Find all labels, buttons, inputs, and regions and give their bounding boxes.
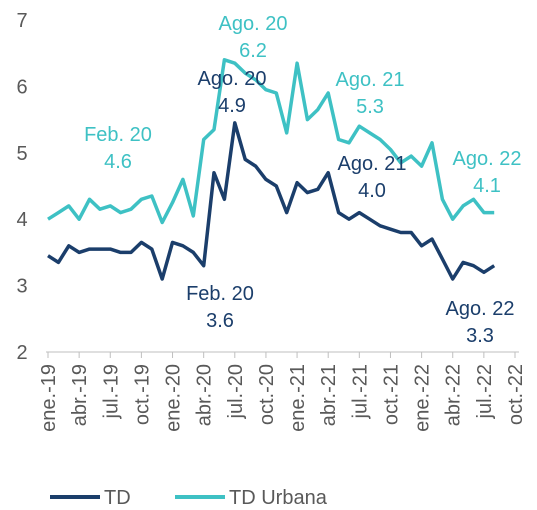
- series-line: [47, 58, 495, 225]
- annotation: Feb. 20: [84, 124, 152, 146]
- annotation: Ago. 20: [219, 13, 288, 35]
- x-tick-label: jul.-19: [100, 364, 122, 419]
- x-tick-label: abr.-22: [443, 364, 465, 426]
- annotation: 4.0: [358, 180, 386, 202]
- y-tick-label: 2: [16, 342, 27, 364]
- y-tick-label: 5: [16, 143, 27, 165]
- annotation: Ago. 22: [453, 148, 522, 170]
- legend-label: TD Urbana: [229, 487, 328, 509]
- x-tick-label: jul.-20: [225, 364, 247, 419]
- y-tick-label: 4: [16, 209, 27, 231]
- x-tick-label: oct.-21: [380, 364, 402, 425]
- legend-label: TD: [104, 487, 131, 509]
- annotation: 4.1: [473, 175, 501, 197]
- x-tick-label: ene.-19: [38, 364, 60, 432]
- annotation: Ago. 21: [338, 153, 407, 175]
- x-tick-label: jul.-22: [474, 364, 496, 419]
- x-tick-label: abr.-21: [318, 364, 340, 426]
- x-tick-label: jul.-21: [349, 364, 371, 419]
- x-tick-label: ene.-21: [287, 364, 309, 432]
- annotation: 4.6: [104, 151, 132, 173]
- y-tick-label: 3: [16, 276, 27, 298]
- x-tick-label: oct.-20: [256, 364, 278, 425]
- annotation: Feb. 20: [186, 283, 254, 305]
- annotation: Ago. 21: [336, 69, 405, 91]
- annotation: Ago. 20: [198, 68, 267, 90]
- y-tick-label: 7: [16, 10, 27, 32]
- annotation: 3.6: [206, 310, 234, 332]
- y-tick-label: 6: [16, 76, 27, 98]
- annotation: 4.9: [218, 95, 246, 117]
- annotation: Ago. 22: [446, 298, 515, 320]
- annotation: 5.3: [356, 96, 384, 118]
- annotation: 3.3: [466, 325, 494, 347]
- annotation: 6.2: [239, 40, 267, 62]
- x-tick-label: ene.-22: [412, 364, 434, 432]
- x-tick-label: abr.-19: [69, 364, 91, 426]
- x-tick-label: oct.-22: [505, 364, 527, 425]
- x-tick-label: abr.-20: [194, 364, 216, 426]
- x-tick-label: oct.-19: [131, 364, 153, 425]
- series-line: [47, 121, 496, 281]
- x-tick-label: ene.-20: [163, 364, 185, 432]
